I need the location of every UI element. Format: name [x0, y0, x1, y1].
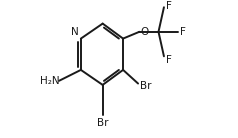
Text: Br: Br: [140, 81, 152, 91]
Text: F: F: [166, 1, 172, 11]
Text: N: N: [71, 26, 79, 37]
Text: F: F: [166, 55, 172, 65]
Text: F: F: [180, 26, 185, 37]
Text: H₂N: H₂N: [40, 76, 60, 86]
Text: Br: Br: [97, 118, 108, 128]
Text: O: O: [140, 26, 149, 37]
